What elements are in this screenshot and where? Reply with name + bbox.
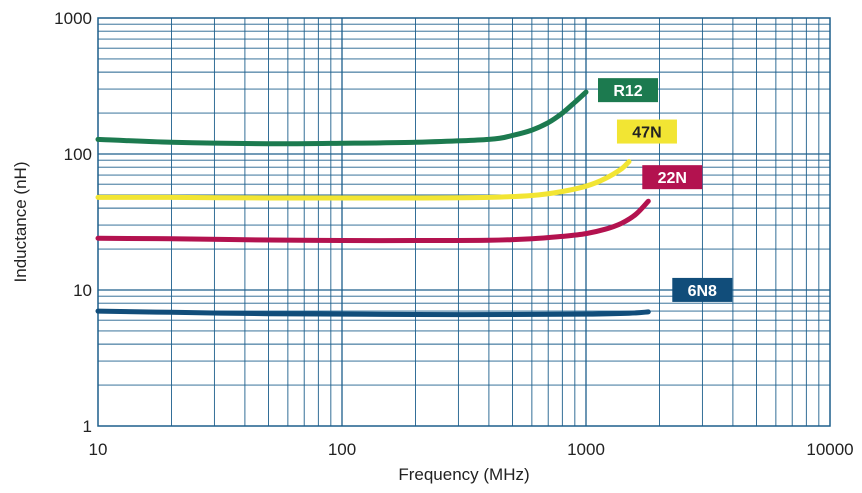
- series-line-r12: [95, 89, 589, 147]
- y-axis-title: Inductance (nH): [11, 162, 30, 283]
- series-labels: R12 47N 22N 6N8: [598, 78, 733, 302]
- grid: [98, 18, 830, 426]
- series-label-text: 6N8: [688, 283, 717, 300]
- series-label-background: [672, 277, 733, 302]
- series-label-text: 47N: [632, 125, 661, 142]
- tick-labels: 10 100 1000 10000 1 10 100 1000: [54, 9, 853, 459]
- x-tick-label: 1000: [567, 440, 605, 459]
- y-tick-label: 10: [73, 281, 92, 300]
- series-group: [95, 89, 651, 318]
- series-label-6n8: 6N8: [672, 277, 733, 302]
- series-label-text: 22N: [658, 170, 687, 187]
- series-label-22n: 22N: [642, 165, 703, 190]
- series-line-22n: [95, 198, 651, 244]
- plot-frame: [97, 17, 831, 427]
- y-tick-label: 1: [83, 417, 92, 436]
- x-tick-label: 10000: [806, 440, 853, 459]
- series-line-6n8: [95, 308, 651, 318]
- x-tick-label: 100: [328, 440, 356, 459]
- series-label-47n: 47N: [616, 119, 677, 144]
- y-tick-label: 1000: [54, 9, 92, 28]
- series-label-background: [616, 119, 677, 144]
- series-label-r12: R12: [598, 78, 658, 103]
- series-label-background: [598, 78, 658, 103]
- series-label-text: R12: [613, 83, 642, 100]
- x-tick-label: 10: [89, 440, 108, 459]
- series-line-47n: [95, 159, 632, 201]
- series-label-background: [642, 165, 703, 190]
- y-tick-label: 100: [64, 145, 92, 164]
- x-axis-title: Frequency (MHz): [398, 465, 529, 484]
